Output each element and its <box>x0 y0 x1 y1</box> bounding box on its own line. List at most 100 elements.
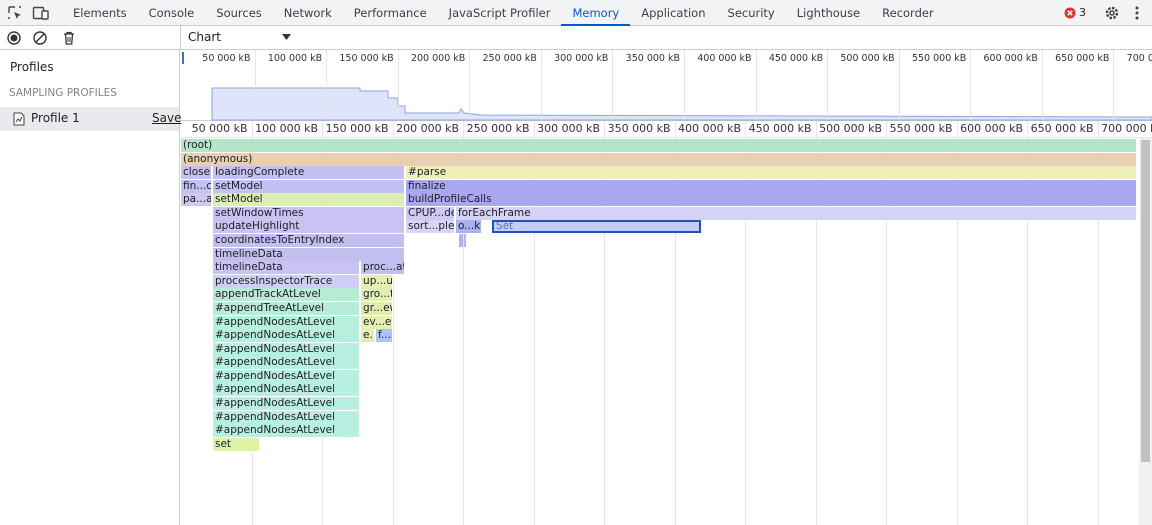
flame-frame[interactable]: sort...ples <box>406 220 454 234</box>
overview-tick-label: 250 000 kB <box>482 53 537 64</box>
flame-frame[interactable]: processInspectorTrace <box>213 274 360 288</box>
tab[interactable]: Sources <box>216 6 262 20</box>
profile-icon <box>13 112 25 126</box>
profile-row[interactable]: Profile 1 Save <box>0 107 182 131</box>
flame-frame[interactable]: #parse <box>406 166 1136 180</box>
ruler-grid-line <box>322 121 323 138</box>
grid-line <box>886 138 887 525</box>
flame-frame[interactable]: coordinatesToEntryIndex <box>213 234 405 248</box>
flame-frame[interactable]: close <box>181 166 212 180</box>
flame-frame[interactable]: buildProfileCalls <box>406 193 1136 207</box>
flame-frame[interactable]: ev...ew <box>361 315 393 329</box>
flame-frame[interactable]: o...k <box>455 220 482 234</box>
ruler-grid-line <box>886 121 887 138</box>
flame-frame[interactable]: pa...at <box>181 193 212 207</box>
overview-tick-label: 150 000 kB <box>339 53 394 64</box>
flame-frame[interactable]: #appendTreeAtLevel <box>213 301 360 315</box>
profile-name[interactable]: Profile 1 <box>31 111 80 125</box>
flame-frame[interactable]: (anonymous) <box>181 152 1136 166</box>
flame-frame[interactable]: #appendNodesAtLevel <box>213 383 360 397</box>
error-icon[interactable] <box>1064 7 1076 19</box>
tab[interactable]: Application <box>641 6 706 20</box>
tab[interactable]: Recorder <box>882 6 934 20</box>
ruler: 50 000 kB 100 000 kB 150 000 kB 200 000 kB 2… <box>181 121 1152 138</box>
overview-grid-line <box>540 50 542 120</box>
ruler-tick-label: 650 000 kB <box>1030 122 1094 135</box>
flame-frame[interactable]: gro...ts <box>361 288 393 302</box>
flame-frame[interactable]: updateHighlight <box>213 220 405 234</box>
view-select[interactable]: Chart <box>188 30 221 44</box>
flame-frame[interactable]: #appendNodesAtLevel <box>213 315 360 329</box>
flame-frame[interactable]: e... <box>361 329 374 343</box>
overview-tick-label: 500 000 kB <box>840 53 895 64</box>
delete-button[interactable] <box>63 31 75 45</box>
tab[interactable]: Security <box>727 6 775 20</box>
tab[interactable]: Memory <box>561 0 631 26</box>
scrollbar-thumb[interactable] <box>1141 140 1150 462</box>
record-button[interactable] <box>7 31 21 45</box>
flame-frame[interactable]: finalize <box>406 179 1136 193</box>
flame-frame[interactable]: (root) <box>181 139 1136 152</box>
flame-frame[interactable]: #appendNodesAtLevel <box>213 356 360 370</box>
tab[interactable]: Network <box>283 6 332 20</box>
clear-button[interactable] <box>33 31 47 45</box>
grid-line <box>1027 138 1028 525</box>
overview-grid-line <box>898 50 900 120</box>
grid-line <box>815 138 817 525</box>
tab[interactable]: Performance <box>353 6 427 20</box>
ruler-tick-label: 300 000 kB <box>537 122 600 135</box>
flame-frame[interactable]: #appendNodesAtLevel <box>213 369 360 383</box>
grid-line <box>604 138 605 525</box>
ruler-grid-line <box>533 121 535 138</box>
overview-tick-label: 650 000 kB <box>1055 53 1110 64</box>
flame-frame[interactable]: proc...ata <box>361 261 405 275</box>
flame-frame[interactable]: appendTrackAtLevel <box>213 288 360 302</box>
flame-frame[interactable]: timelineData <box>213 247 405 261</box>
flame-chart[interactable]: (root) (anonymous) close loadingComplete #pa… <box>181 138 1139 525</box>
scrollbar[interactable] <box>1139 138 1152 525</box>
dropdown-arrow[interactable] <box>282 34 291 40</box>
error-count[interactable]: 3 <box>1079 6 1086 19</box>
flame-frame[interactable]: fin...ce <box>181 179 212 193</box>
ruler-tick-label: 350 000 kB <box>607 122 671 135</box>
ruler-tick-label: 250 000 kB <box>466 122 530 135</box>
flame-frame[interactable]: f...r <box>376 329 393 343</box>
device-icon[interactable] <box>32 5 50 21</box>
flame-frame[interactable]: set <box>213 437 259 451</box>
flame-frame[interactable]: #appendNodesAtLevel <box>213 342 360 356</box>
overview-grid-line <box>254 50 256 120</box>
tab[interactable]: Lighthouse <box>796 6 861 20</box>
overview-tick-label: 550 000 kB <box>911 53 967 64</box>
flame-frame[interactable]: setWindowTimes <box>213 206 405 220</box>
overview-grid-line <box>684 50 685 120</box>
grid-line <box>674 138 676 525</box>
flame-frame[interactable]: setModel <box>213 179 405 193</box>
ruler-grid-line <box>956 121 958 138</box>
inspect-icon[interactable] <box>7 5 23 21</box>
grid-line <box>392 138 394 525</box>
ruler-grid-line <box>604 121 605 138</box>
flame-frame[interactable]: forEachFrame <box>455 206 1136 220</box>
tab[interactable]: JavaScript Profiler <box>448 6 551 20</box>
flame-frame[interactable]: #appendNodesAtLevel <box>213 397 360 411</box>
tab[interactable]: Elements <box>73 6 127 20</box>
settings-icon[interactable] <box>1104 5 1120 21</box>
flame-frame[interactable]: setModel <box>213 193 405 207</box>
ruler-grid-line <box>674 121 676 138</box>
flame-frame[interactable]: up...up <box>361 274 393 288</box>
tab[interactable]: Console <box>148 6 195 20</box>
flame-frame[interactable]: #appendNodesAtLevel <box>213 410 360 424</box>
flame-frame[interactable]: loadingComplete <box>213 166 405 180</box>
flame-frame[interactable]: timelineData <box>213 261 360 275</box>
overview[interactable]: 50 000 kB 100 000 kB 150 000 kB 200 000 kB 2… <box>181 50 1152 121</box>
flame-frame[interactable]: gr...ew <box>361 301 393 315</box>
flame-frame[interactable]: #appendNodesAtLevel <box>213 329 360 343</box>
ruler-tick-label: 600 000 kB <box>960 122 1023 135</box>
flame-frame[interactable]: #appendNodesAtLevel <box>213 424 360 438</box>
save-link[interactable]: Save <box>152 111 182 125</box>
ruler-tick-label: 50 000 kB <box>191 122 248 135</box>
menu-icon[interactable] <box>1133 5 1141 21</box>
flame-frame[interactable]: Set <box>492 220 701 234</box>
flame-frame[interactable]: CPUP...del <box>406 206 454 220</box>
